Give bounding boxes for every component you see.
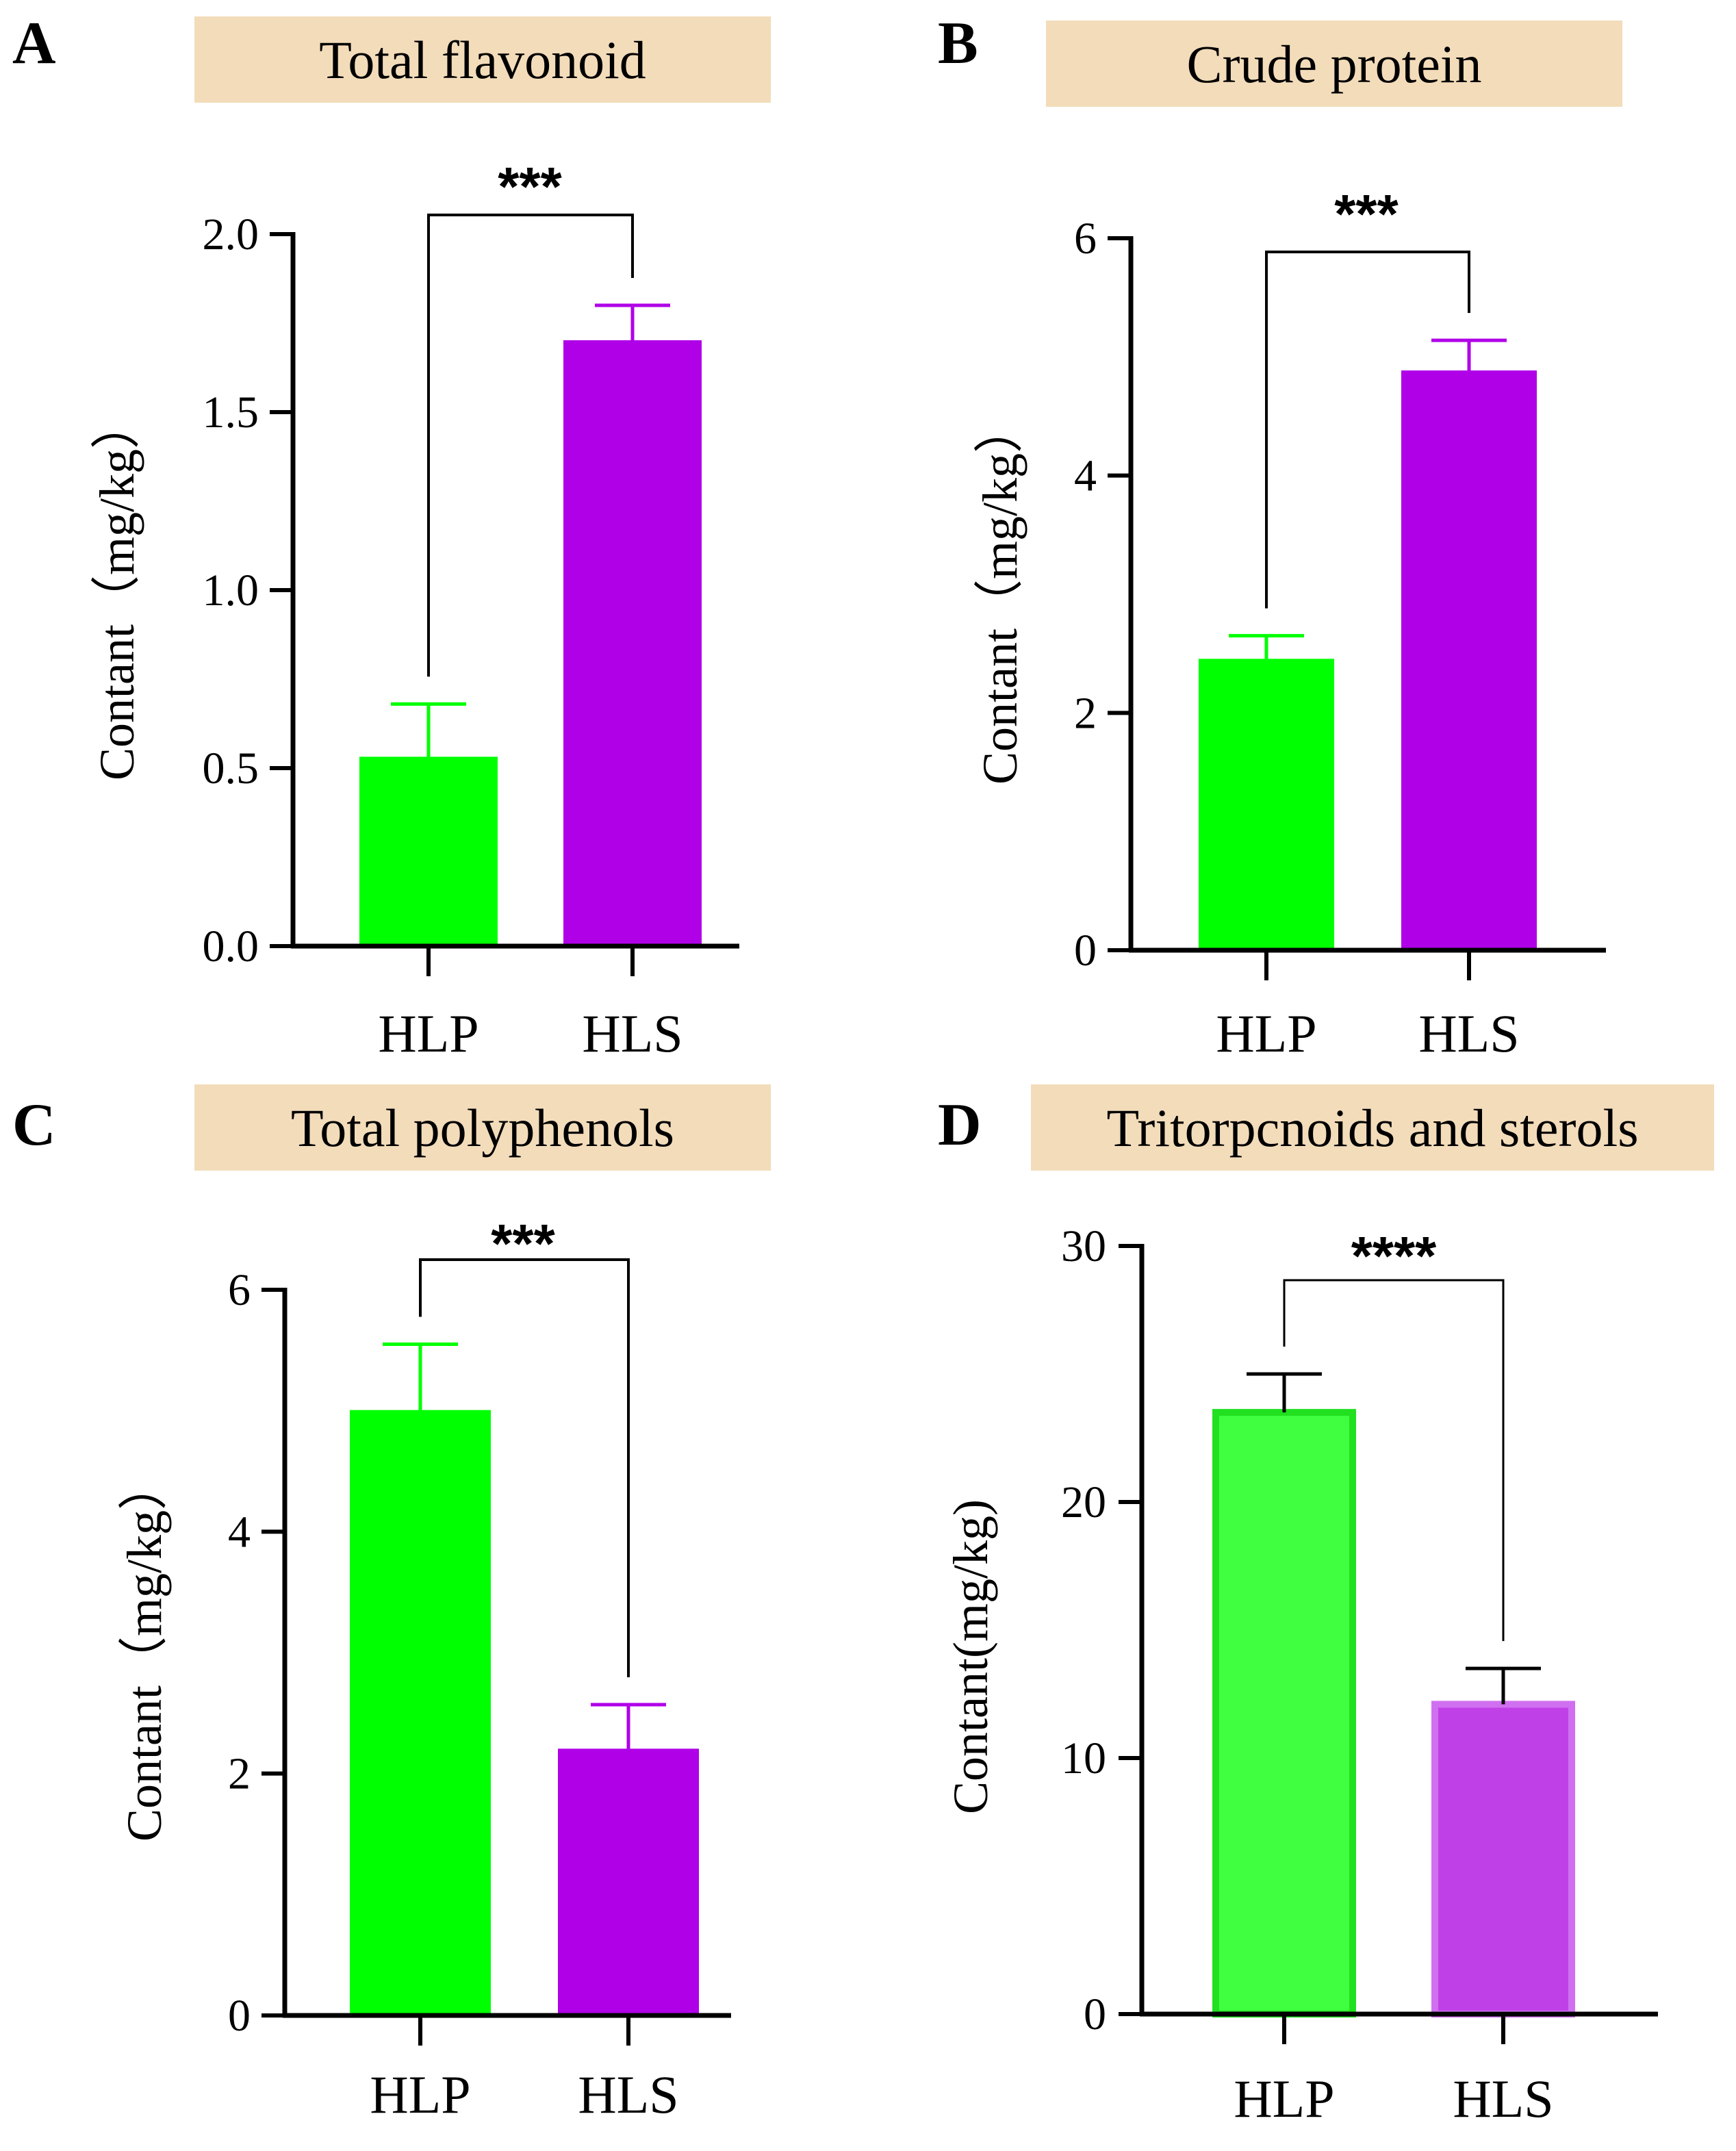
y-tick-label: 0 (1074, 926, 1097, 976)
bar-hls (1401, 370, 1537, 951)
chart-title: Crude protein (1186, 34, 1481, 94)
y-tick-label: 1.0 (203, 565, 259, 615)
bar-hls (563, 340, 702, 947)
panel-d: D Tritorpcnoids and sterols 0 10 20 30 HLP HLS C… (938, 1084, 1714, 2128)
significance-label: *** (1334, 183, 1399, 244)
significance-label: **** (1351, 1225, 1437, 1286)
y-tick-label: 2 (228, 1749, 251, 1799)
y-tick-label: 4 (1074, 451, 1097, 501)
y-axis-label: Contant（mg/kg） (90, 400, 144, 780)
significance-label: *** (498, 156, 562, 217)
panel-letter: B (938, 10, 978, 77)
y-tick-label: 0 (228, 1991, 251, 2041)
bar-hlp (1199, 659, 1334, 951)
x-category-label: HLS (1418, 1004, 1519, 1063)
x-category-label: HLS (1453, 2069, 1553, 2128)
significance-bracket (1283, 1279, 1505, 1642)
panel-b: B Crude protein 0 2 4 6 HLP HLS Contant（mg/kg） **… (938, 10, 1622, 1063)
y-tick-label: 6 (228, 1265, 251, 1315)
title-box (194, 16, 771, 103)
y-tick-label: 0.5 (203, 743, 259, 793)
title-box (194, 1084, 771, 1171)
y-tick-label: 1.5 (203, 387, 259, 437)
title-box (1046, 21, 1622, 107)
significance-label: *** (491, 1213, 555, 1274)
y-tick-label: 4 (228, 1507, 251, 1557)
panel-letter: C (12, 1092, 56, 1158)
y-tick-label: 6 (1074, 214, 1097, 264)
y-tick-label: 2.0 (203, 209, 259, 259)
y-axis-label: Contant（mg/kg） (117, 1461, 172, 1842)
y-axis-label: Contant(mg/kg) (943, 1499, 998, 1814)
significance-bracket (427, 214, 634, 677)
title-box (1031, 1084, 1714, 1171)
chart-title: Total flavonoid (319, 30, 646, 90)
x-category-label: HLS (582, 1004, 682, 1063)
y-axis-label: Contant（mg/kg） (973, 404, 1027, 785)
y-tick-label: 30 (1061, 1221, 1106, 1271)
significance-bracket (1265, 251, 1470, 609)
x-category-label: HLS (578, 2065, 678, 2124)
bar-hlp (350, 1410, 491, 2017)
panel-letter: A (12, 10, 56, 77)
bar-hls (558, 1748, 699, 2016)
y-tick-label: 20 (1061, 1477, 1106, 1527)
panel-c: C Total polyphenols 0 2 4 6 HLP HLS Contant（mg/k… (12, 1084, 771, 2124)
panel-a: A Total flavonoid 0.0 0.5 1.0 1.5 2.0 HLP HLS Con… (12, 10, 771, 1063)
bar-hls (1431, 1701, 1575, 2018)
y-tick-label: 0 (1084, 1989, 1106, 2039)
panel-letter: D (938, 1092, 982, 1158)
y-tick-label: 0.0 (203, 921, 259, 971)
chart-title: Total polyphenols (291, 1098, 674, 1158)
bar-hlp (1212, 1409, 1356, 2018)
x-category-label: HLP (370, 2065, 470, 2124)
x-category-label: HLP (378, 1004, 478, 1063)
bar-hlp (359, 756, 498, 947)
y-tick-label: 10 (1061, 1733, 1106, 1783)
x-category-label: HLP (1234, 2069, 1334, 2128)
chart-title: Tritorpcnoids and sterols (1106, 1098, 1638, 1158)
significance-bracket (419, 1258, 630, 1677)
y-tick-label: 2 (1074, 688, 1097, 738)
x-category-label: HLP (1216, 1004, 1316, 1063)
